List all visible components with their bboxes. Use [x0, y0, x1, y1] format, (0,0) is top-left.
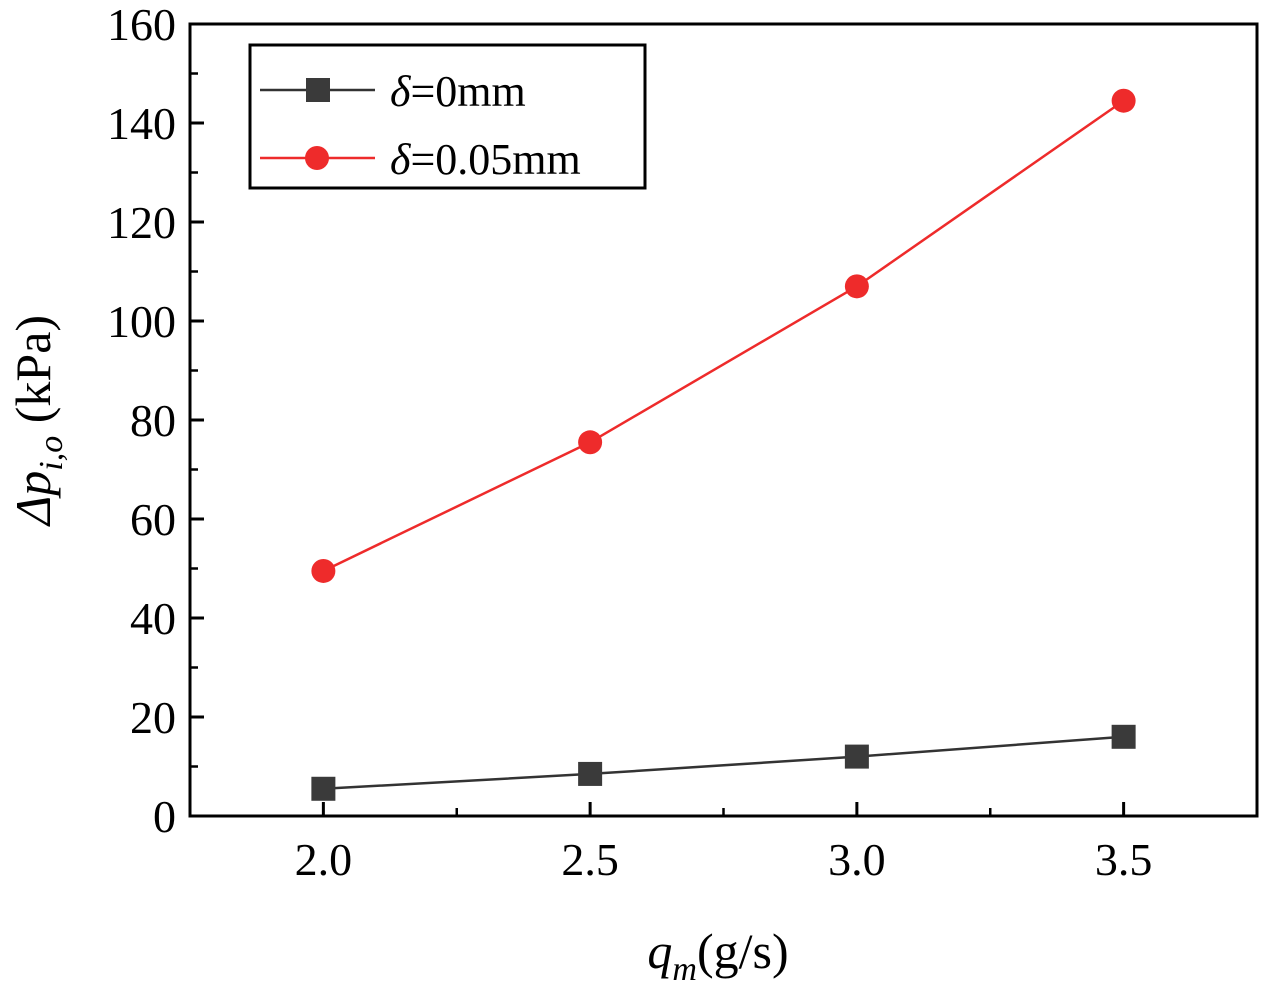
x-tick-label: 3.0: [828, 834, 886, 885]
legend-marker-square: [306, 78, 330, 102]
x-axis-ticks: 2.0 2.5 3.0 3.5: [295, 802, 1153, 885]
data-point-circle: [844, 274, 869, 299]
y-tick-label: 0: [153, 791, 176, 842]
y-tick-label: 120: [107, 197, 176, 248]
data-point-circle: [578, 430, 603, 455]
series-layer: [311, 88, 1136, 801]
data-point-square: [844, 744, 869, 769]
y-tick-label: 80: [130, 395, 176, 446]
x-axis-title: qm(g/s): [647, 923, 788, 982]
series-line-0: [323, 735, 1124, 791]
y-axis-ticks: 0 20 40 60 80 100 120 140 160: [107, 0, 204, 842]
x-tick-label: 2.0: [295, 834, 353, 885]
data-point-square: [1111, 724, 1136, 749]
y-tick-label: 160: [107, 0, 176, 50]
x-tick-label: 2.5: [561, 834, 619, 885]
y-axis-title: Δpi,o (kPa): [5, 315, 70, 527]
y-tick-label: 20: [130, 692, 176, 743]
data-point-circle: [311, 558, 336, 583]
legend-label-series-0: δ=0mm: [390, 67, 526, 116]
y-tick-label: 140: [107, 98, 176, 149]
legend: δ=0mm δ=0.05mm: [248, 43, 647, 190]
series-line-1: [322, 99, 1125, 573]
legend-label-series-1: δ=0.05mm: [390, 135, 581, 184]
data-point-square: [311, 776, 336, 801]
y-tick-label: 60: [130, 494, 176, 545]
data-point-square: [578, 761, 603, 786]
y-tick-label: 100: [107, 296, 176, 347]
x-tick-label: 3.5: [1095, 834, 1153, 885]
y-tick-label: 40: [130, 593, 176, 644]
data-point-circle: [1111, 88, 1136, 113]
legend-marker-circle: [305, 146, 329, 170]
